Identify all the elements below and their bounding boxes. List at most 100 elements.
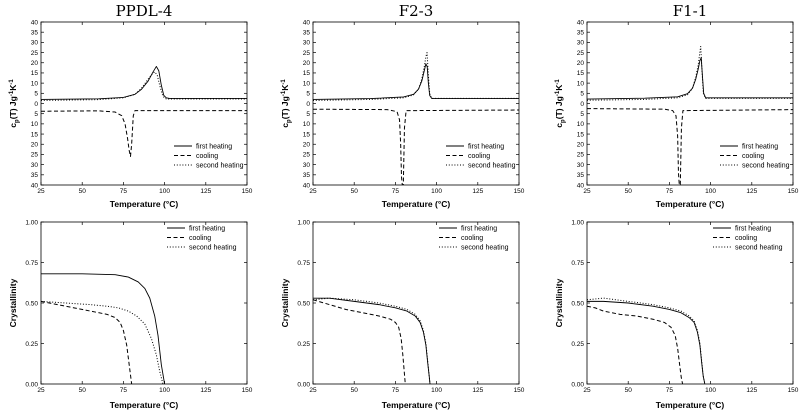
y-tick-label: 0.25 [25, 341, 38, 348]
x-tick-label: 75 [392, 387, 400, 394]
plot-frame [312, 21, 520, 186]
x-axis-label: Temperature (°C) [382, 199, 451, 209]
y-tick-label: 0.25 [571, 341, 584, 348]
y-tick-label: 15 [303, 70, 311, 77]
y-axis-label: cp(T) Jg-1K-1 [8, 79, 21, 128]
y-tick-label: 40 [577, 19, 585, 26]
y-tick-label: 30 [303, 162, 311, 169]
y-tick-label: 10 [31, 121, 39, 128]
y-tick-label: 20 [577, 60, 585, 67]
legend-label: cooling [196, 153, 218, 160]
series-line-second-heating [313, 52, 519, 101]
x-tick-label: 100 [431, 188, 442, 195]
x-tick-label: 25 [37, 387, 45, 394]
x-tick-label: 25 [583, 387, 591, 394]
series-line-cooling [41, 110, 247, 157]
x-tick-label: 125 [746, 387, 757, 394]
y-tick-label: 0.50 [25, 300, 38, 307]
x-tick-label: 50 [625, 387, 633, 394]
series-line-first-heating [587, 300, 706, 384]
chart-title: PPDL-4 [116, 2, 173, 20]
y-tick-label: 10 [303, 80, 311, 87]
x-tick-label: 25 [583, 188, 591, 195]
x-tick-label: 100 [431, 387, 442, 394]
series-line-cooling [587, 305, 684, 384]
legend-label: first heating [735, 225, 771, 232]
series-line-first-heating [313, 297, 431, 384]
x-tick-label: 150 [514, 387, 525, 394]
y-tick-label: 1.00 [297, 219, 310, 226]
x-tick-label: 100 [705, 188, 716, 195]
y-tick-label: 0.75 [571, 260, 584, 267]
legend-label: second heating [461, 244, 509, 251]
series-line-first-heating [41, 273, 166, 384]
y-tick-label: 10 [577, 80, 585, 87]
plot-frame [586, 21, 794, 186]
x-tick-label: 150 [242, 188, 253, 195]
x-tick-label: 100 [159, 188, 170, 195]
chart-panel-1: PPDL-425 50 75 100 125 1504035302520151050510… [8, 2, 253, 209]
legend-label: cooling [468, 153, 490, 160]
y-tick-label: 20 [31, 142, 39, 149]
legend-label: first heating [468, 143, 504, 150]
y-tick-label: 10 [577, 121, 585, 128]
x-tick-label: 75 [120, 188, 128, 195]
y-tick-label: 0.00 [297, 381, 310, 388]
y-tick-label: 25 [303, 152, 311, 159]
legend-label: cooling [189, 235, 211, 242]
y-tick-label: 25 [303, 50, 311, 57]
y-tick-label: 40 [577, 182, 585, 189]
legend-label: cooling [735, 235, 757, 242]
chart-panel-3: F1-125 50 75 100 125 150403530252015105051015… [554, 2, 799, 209]
y-tick-label: 35 [577, 29, 585, 36]
x-tick-label: 50 [625, 188, 633, 195]
x-tick-label: 75 [120, 387, 128, 394]
y-tick-label: 35 [303, 29, 311, 36]
y-tick-label: 20 [303, 60, 311, 67]
y-tick-label: 0.50 [571, 300, 584, 307]
y-tick-label: 0 [306, 101, 310, 108]
series-line-second-heating [587, 45, 793, 101]
series-line-second-heating [41, 300, 164, 384]
x-axis-label: Temperature (°C) [656, 199, 725, 209]
x-axis-label: Temperature (°C) [656, 400, 725, 410]
x-tick-label: 125 [200, 188, 211, 195]
y-tick-label: 0 [34, 101, 38, 108]
y-tick-label: 25 [31, 50, 39, 57]
legend-label: second heating [742, 162, 790, 169]
y-tick-label: 5 [34, 111, 38, 118]
y-tick-label: 0.75 [297, 260, 310, 267]
y-tick-label: 0.00 [571, 381, 584, 388]
x-tick-label: 150 [788, 387, 799, 394]
y-tick-label: 40 [31, 19, 39, 26]
x-tick-label: 125 [472, 387, 483, 394]
series-line-cooling [313, 299, 406, 384]
legend-label: cooling [461, 235, 483, 242]
x-axis-label: Temperature (°C) [110, 400, 179, 410]
y-tick-label: 25 [577, 152, 585, 159]
series-line-first-heating [313, 63, 519, 100]
legend-label: second heating [196, 162, 244, 169]
series-line-second-heating [313, 297, 431, 384]
x-tick-label: 75 [666, 387, 674, 394]
x-tick-label: 100 [705, 387, 716, 394]
x-tick-label: 150 [514, 188, 525, 195]
y-tick-label: 30 [577, 40, 585, 47]
legend-label: second heating [189, 244, 237, 251]
y-axis-label: cp(T) Jg-1K-1 [280, 79, 293, 128]
y-tick-label: 15 [577, 70, 585, 77]
y-tick-label: 35 [577, 172, 585, 179]
y-tick-label: 35 [31, 29, 39, 36]
y-tick-label: 35 [31, 172, 39, 179]
chart-panel-6: 25 50 75 100 125 150 0.00 0.25 0.50 0.75 1.00 Tempe… [554, 219, 799, 410]
x-tick-label: 25 [309, 387, 317, 394]
legend-label: second heating [468, 162, 516, 169]
x-axis-label: Temperature (°C) [382, 400, 451, 410]
chart-panel-5: 25 50 75 100 125 150 0.00 0.25 0.50 0.75 1.00 Tempe… [280, 219, 525, 410]
series-line-first-heating [587, 57, 793, 100]
x-tick-label: 75 [666, 188, 674, 195]
y-axis-label: cp(T) Jg-1K-1 [554, 79, 567, 128]
y-axis-label: Crystallinity [554, 278, 564, 327]
x-tick-label: 100 [159, 387, 170, 394]
x-tick-label: 50 [79, 387, 87, 394]
